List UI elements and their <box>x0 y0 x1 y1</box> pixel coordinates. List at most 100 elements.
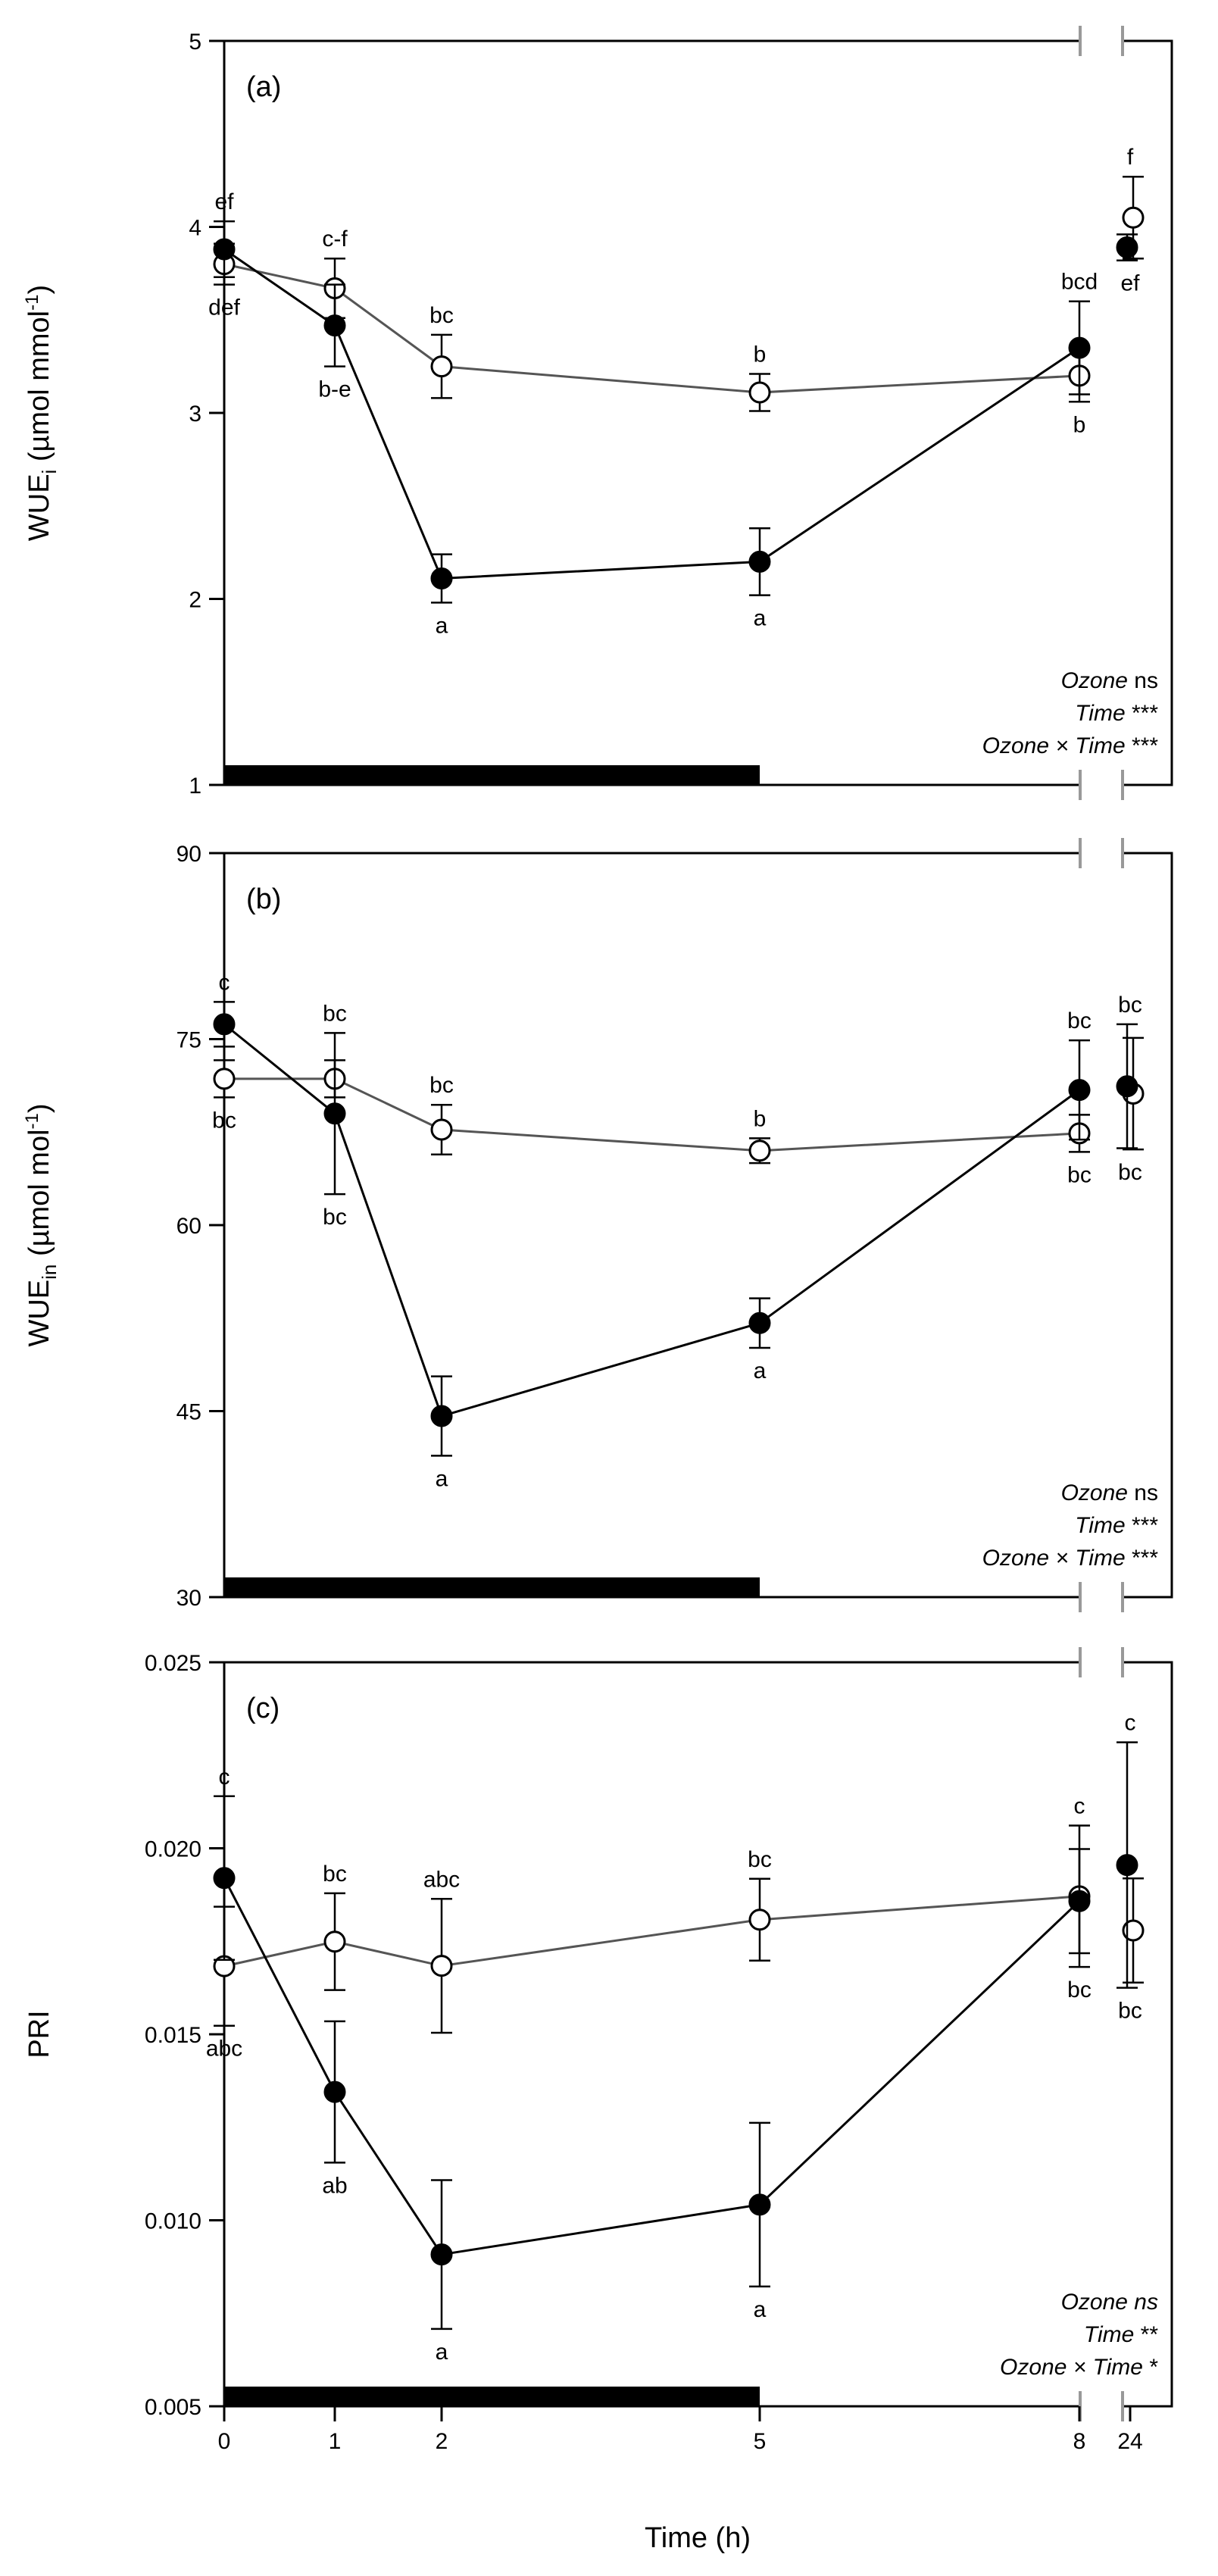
significance-letter-filled: c <box>219 970 230 995</box>
significance-letter-open: bc <box>1067 1162 1092 1187</box>
x-tick-label: 1 <box>329 2429 342 2454</box>
x-tick-label: 24 <box>1117 2429 1142 2454</box>
data-point-open <box>213 1068 236 1090</box>
significance-letter-open: def <box>208 295 240 320</box>
y-tick-label: 30 <box>176 1586 201 1611</box>
x-axis-label: Time (h) <box>645 2522 751 2554</box>
plot-frame-right <box>1123 1661 1173 2408</box>
plot-frame <box>223 852 1080 1599</box>
data-point-open <box>748 1909 771 1931</box>
data-point-filled <box>1068 336 1091 359</box>
significance-letter-filled: ef <box>1120 271 1140 296</box>
significance-letter-filled: a <box>754 2297 767 2322</box>
stats-line: Time *** <box>1075 1513 1158 1538</box>
y-tick-label: 45 <box>176 1400 201 1425</box>
data-point-filled <box>430 2243 453 2266</box>
significance-letter-open: b <box>754 1106 767 1131</box>
significance-letter-open: c-f <box>322 227 348 252</box>
series-line-filled <box>223 248 1080 580</box>
y-tick-label: 1 <box>189 774 201 799</box>
series-line-open <box>223 263 1080 394</box>
data-point-filled <box>748 1311 771 1334</box>
data-point-filled <box>213 1013 236 1036</box>
significance-letter-filled: a <box>754 606 767 631</box>
data-point-filled <box>1068 1079 1091 1102</box>
stats-line: Ozone ns <box>1061 668 1158 693</box>
significance-letter-filled: bc <box>1067 1008 1092 1033</box>
stats-line: Ozone ns <box>1061 1480 1158 1505</box>
panel-c: 0.0050.0100.0150.0200.025PRI(c)cabcbcaba… <box>23 1647 1173 2421</box>
significance-letter-filled: b-e <box>318 377 351 402</box>
y-axis-label: PRI <box>23 2010 55 2058</box>
data-point-filled <box>1068 1890 1091 1912</box>
significance-letter-open: c <box>1074 1794 1085 1819</box>
y-tick-label: 75 <box>176 1028 201 1053</box>
stats-annotation: Ozone ns Time *** Ozone × Time *** <box>982 668 1159 758</box>
significance-letter-filled: c <box>1125 1711 1136 1736</box>
significance-letter-filled: c <box>219 1765 230 1790</box>
y-tick-label: 2 <box>189 588 201 613</box>
significance-letter-open: bc <box>323 1862 347 1887</box>
plot-frame <box>223 39 1080 786</box>
significance-letter-open: bc <box>748 1847 772 1872</box>
significance-letter-open: bc <box>212 1108 236 1133</box>
y-tick-label: 4 <box>189 216 201 241</box>
significance-letter-open: f <box>1127 145 1134 170</box>
series-line-filled <box>223 1023 1080 1418</box>
data-point-filled <box>1116 1075 1138 1098</box>
stats-line: Ozone × Time *** <box>982 733 1159 758</box>
panel-a: 1 2 3 4 5 WUEi (µmol mmol-1) (a) ef def c-f b-e bc a… <box>22 26 1173 800</box>
x-tick-label: 5 <box>754 2429 767 2454</box>
panel-label: (a) <box>246 71 281 103</box>
significance-letter-filled: ef <box>214 189 234 214</box>
y-tick-label: 0.015 <box>145 2023 201 2048</box>
stats-line: Ozone × Time * <box>1000 2355 1158 2380</box>
data-point-open <box>430 355 453 378</box>
significance-letter-filled: a <box>754 1358 767 1383</box>
panel-label: (b) <box>246 883 281 915</box>
significance-letter-open: bc <box>1118 1160 1142 1185</box>
series-filled <box>213 1001 1138 1457</box>
series-filled <box>213 1741 1138 2331</box>
data-point-filled <box>748 2193 771 2216</box>
stats-annotation: Ozone ns Time *** Ozone × Time *** <box>982 1480 1159 1571</box>
data-point-open <box>748 1140 771 1162</box>
y-tick-label: 90 <box>176 842 201 867</box>
stats-line: Time ** <box>1084 2322 1158 2347</box>
y-tick-label: 0.020 <box>145 1837 201 1862</box>
series-filled <box>213 220 1138 604</box>
significance-letter-filled: bc <box>1067 1977 1092 2002</box>
significance-letter-filled: bc <box>1118 993 1142 1018</box>
significance-letter-open: bc <box>1118 1999 1142 2024</box>
data-point-open <box>430 1955 453 1977</box>
x-tick-label: 8 <box>1073 2429 1086 2454</box>
panel-label: (c) <box>246 1693 280 1724</box>
data-point-open <box>430 1118 453 1141</box>
data-point-open <box>323 1930 346 1953</box>
x-tick-label: 2 <box>436 2429 448 2454</box>
plot-frame <box>223 1661 1080 2408</box>
x-axis: 0 1 2 5 8 24 Time (h) <box>218 2406 1143 2554</box>
stats-line: Ozone ns <box>1061 2290 1158 2315</box>
significance-letter-open: abc <box>423 1867 460 1892</box>
plot-frame-right <box>1123 39 1173 786</box>
significance-letter-open: bc <box>323 1001 347 1026</box>
y-axis-label: WUEin (µmol mol-1) <box>22 1103 61 1346</box>
y-tick-label: 5 <box>189 30 201 55</box>
plot-frame-right <box>1123 852 1173 1599</box>
significance-letter-open: bc <box>429 1073 454 1098</box>
ozone-exposure-bar <box>224 2387 760 2406</box>
data-point-open <box>748 381 771 404</box>
stats-line: Time *** <box>1075 701 1158 726</box>
data-point-filled <box>430 1405 453 1427</box>
significance-letter-filled: a <box>436 1466 448 1491</box>
y-tick-label: 0.005 <box>145 2395 201 2420</box>
series-open <box>213 1824 1145 2034</box>
data-point-filled <box>1116 1854 1138 1877</box>
stats-annotation: Ozone ns Time ** Ozone × Time * <box>1000 2290 1158 2380</box>
series-open <box>213 175 1145 412</box>
data-point-filled <box>323 2080 346 2103</box>
significance-letter-open: abc <box>206 2037 242 2062</box>
series-line-open <box>223 1895 1080 1968</box>
